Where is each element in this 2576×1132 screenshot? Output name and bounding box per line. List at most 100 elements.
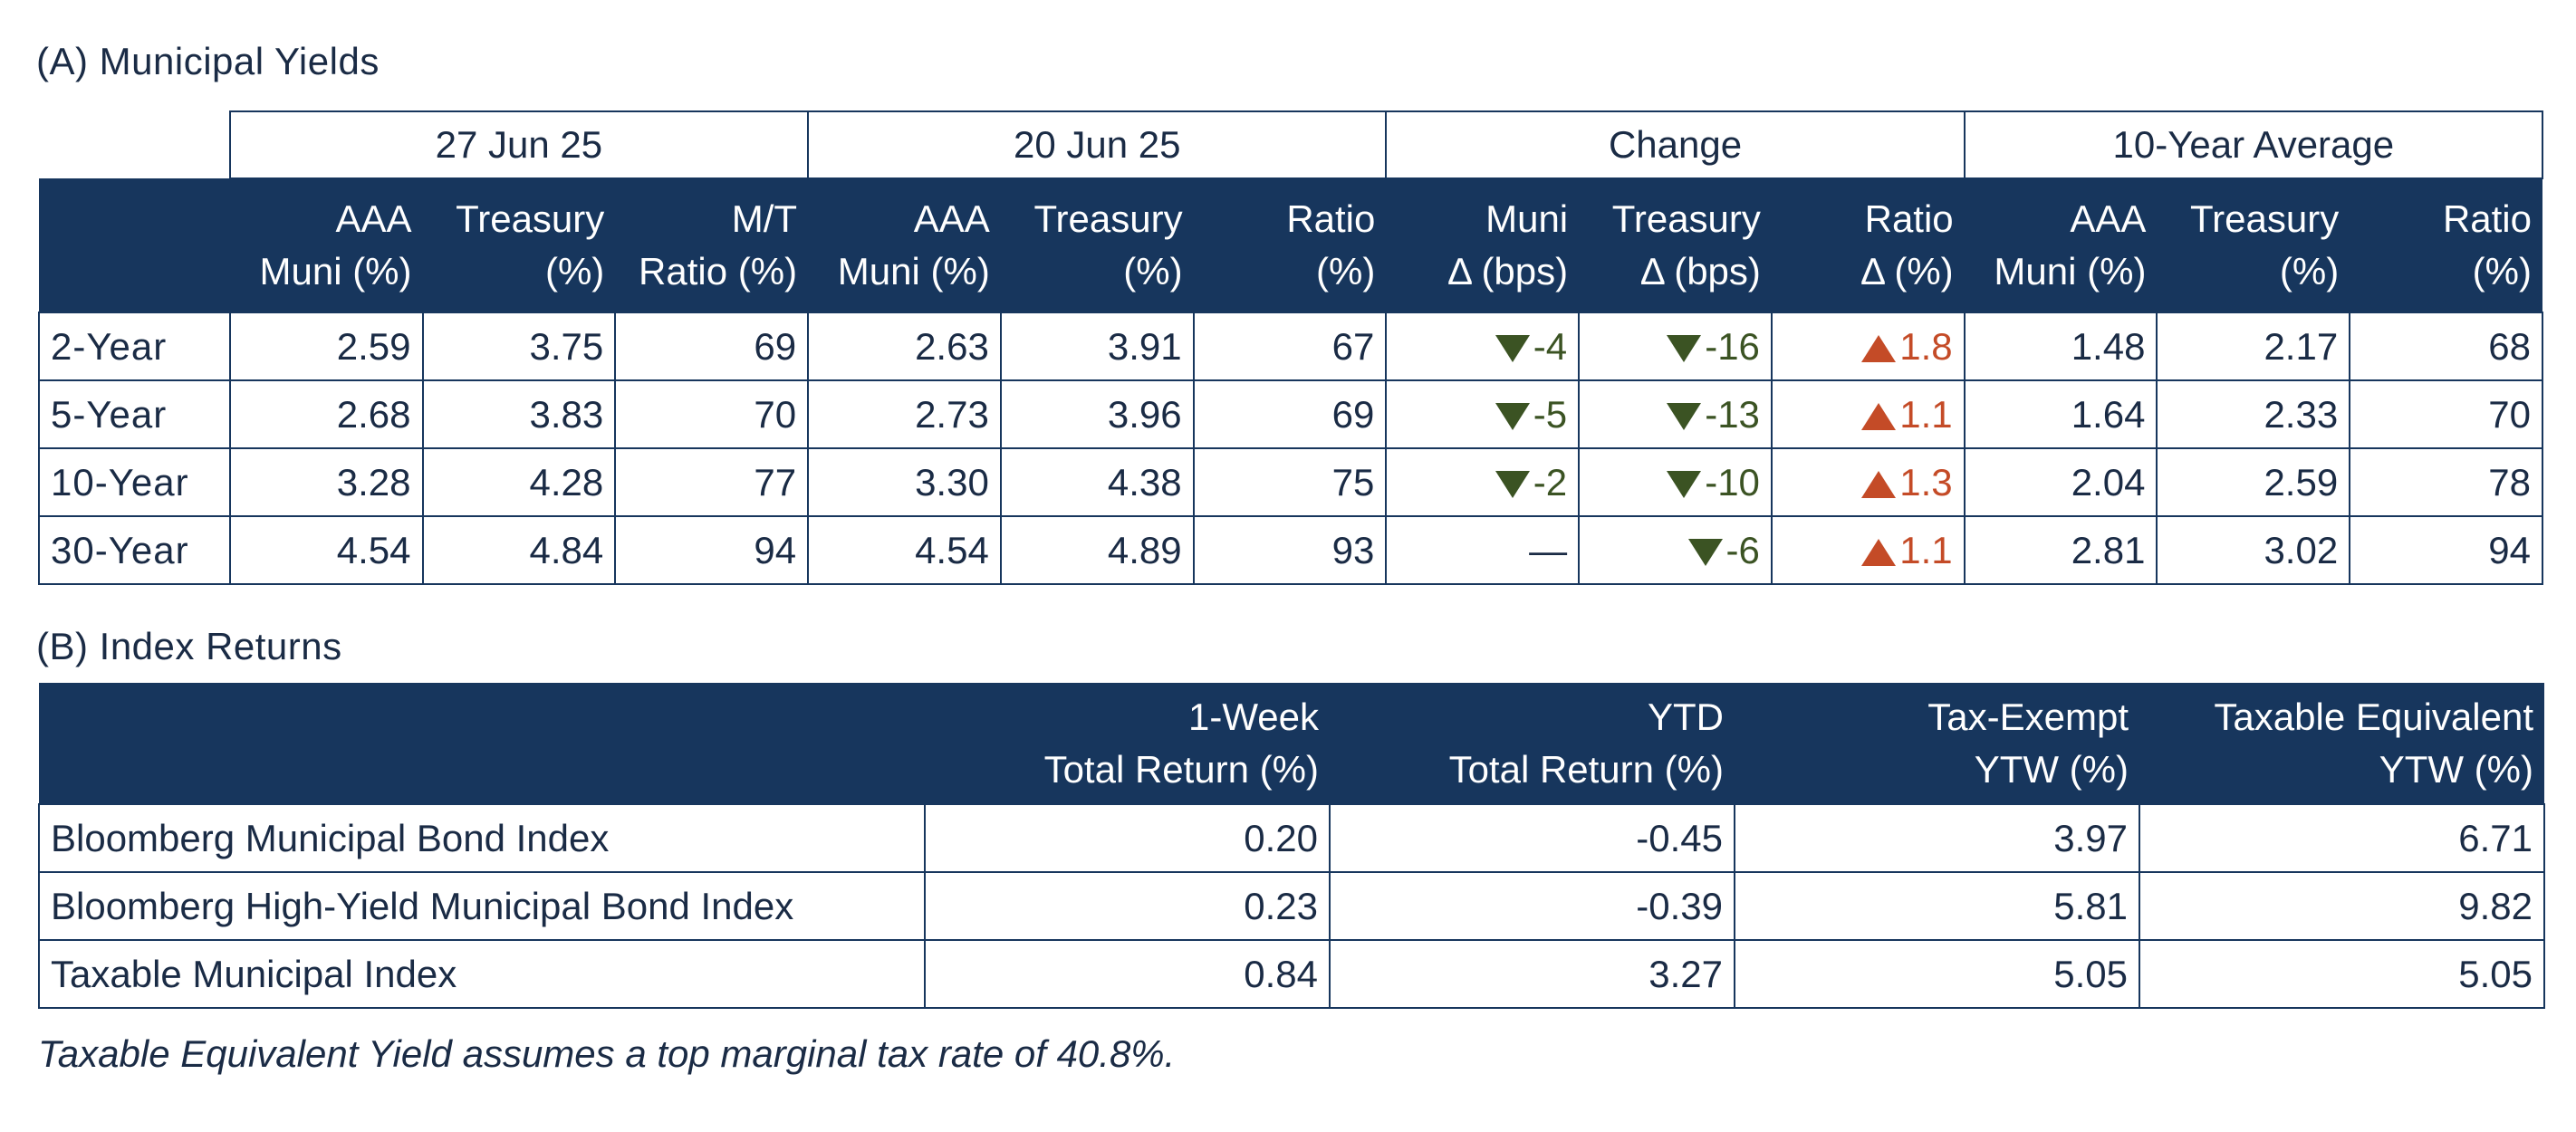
column-header-blank — [39, 178, 230, 312]
table-cell: 3.75 — [421, 312, 617, 381]
column-header: Ratio (%) — [1193, 178, 1387, 312]
column-header-line: (%) — [2472, 250, 2532, 293]
change-value: -16 — [1705, 324, 1760, 368]
column-header-line: (%) — [1123, 250, 1183, 293]
column-header: YTD Total Return (%) — [1330, 683, 1735, 804]
column-header-line: Treasury — [1611, 197, 1761, 240]
table-cell: 3.91 — [999, 312, 1195, 381]
table-row: 10-Year 3.28 4.28 77 3.30 4.38 75 -2 -10 1.3 2.04 2… — [38, 447, 2543, 517]
table-cell: 4.28 — [421, 447, 617, 517]
triangle-down-icon — [1667, 403, 1702, 431]
column-header-line: Ratio — [2442, 197, 2532, 240]
table-cell: 94 — [614, 515, 810, 585]
column-header-line: Ratio — [1286, 197, 1376, 240]
column-header: AAA Muni (%) — [229, 178, 423, 312]
table-cell: 5.81 — [1734, 871, 2140, 941]
table-cell: 2.17 — [2156, 312, 2351, 381]
table-cell: 67 — [1192, 312, 1388, 381]
triangle-down-icon — [1495, 403, 1530, 431]
change-value: -6 — [1725, 528, 1760, 571]
table-cell: 2.63 — [807, 312, 1002, 381]
change-value: 1.1 — [1899, 392, 1953, 436]
table-cell: 3.97 — [1734, 803, 2140, 873]
column-header-line: Taxable Equivalent — [2214, 695, 2533, 738]
change-cell: -5 — [1385, 379, 1581, 449]
table-cell: 4.38 — [999, 447, 1195, 517]
change-cell: 1.1 — [1770, 379, 1966, 449]
change-cell: -6 — [1578, 515, 1773, 585]
table-cell: 4.54 — [807, 515, 1002, 585]
change-cell: -10 — [1578, 447, 1773, 517]
table-cell: 2.59 — [2156, 447, 2351, 517]
table-cell: 70 — [614, 379, 810, 449]
column-header: Treasury (%) — [422, 178, 616, 312]
table-cell: 70 — [2349, 379, 2543, 449]
change-value: -10 — [1705, 460, 1760, 504]
table-cell: 5.05 — [2139, 939, 2545, 1009]
index-name-cell: Bloomberg Municipal Bond Index — [38, 803, 926, 873]
table-cell: -0.39 — [1329, 871, 1735, 941]
table-cell: 2.04 — [1963, 447, 2158, 517]
column-header-line: YTW (%) — [1974, 747, 2129, 791]
column-header-line: Muni (%) — [1994, 250, 2147, 293]
column-header: Taxable Equivalent YTW (%) — [2139, 683, 2544, 804]
table-cell: 1.48 — [1963, 312, 2158, 381]
change-value: 1.1 — [1899, 528, 1953, 571]
triangle-up-icon — [1861, 471, 1897, 499]
table-cell: 2.68 — [228, 379, 424, 449]
change-value: 1.8 — [1899, 324, 1953, 368]
table-cell: 2.33 — [2156, 379, 2351, 449]
column-header: Ratio (%) — [2350, 178, 2542, 312]
triangle-up-icon — [1861, 403, 1897, 431]
triangle-up-icon — [1861, 335, 1897, 363]
column-header-line: (%) — [2279, 250, 2340, 293]
column-header: 1-Week Total Return (%) — [925, 683, 1330, 804]
table-cell: -0.45 — [1329, 803, 1735, 873]
table-cell: 5-Year — [38, 379, 231, 449]
table-cell: 94 — [2349, 515, 2543, 585]
change-value: — — [1529, 528, 1568, 571]
table-cell: 75 — [1192, 447, 1388, 517]
triangle-down-icon — [1667, 335, 1702, 363]
column-header-line: Δ (bps) — [1639, 250, 1761, 293]
column-header-line: Muni (%) — [837, 250, 990, 293]
table-cell: 10-Year — [38, 447, 231, 517]
column-header: AAA Muni (%) — [1964, 178, 2158, 312]
column-header: M/T Ratio (%) — [615, 178, 809, 312]
group-header-blank — [39, 111, 230, 178]
change-cell: -2 — [1385, 447, 1581, 517]
table-row: 2-Year 2.59 3.75 69 2.63 3.91 67 -4 -16 1.8 1.48 2.… — [38, 312, 2543, 381]
municipal-yields-table: 27 Jun 25 20 Jun 25 Change 10-Year Avera… — [38, 110, 2544, 585]
section-a-title: (A) Municipal Yields — [36, 40, 380, 82]
table-cell: 69 — [614, 312, 810, 381]
table-cell: 1.64 — [1963, 379, 2158, 449]
table-cell: 2-Year — [38, 312, 231, 381]
table-cell: 93 — [1192, 515, 1388, 585]
section-b-title: (B) Index Returns — [36, 625, 342, 667]
column-header-row: AAA Muni (%) Treasury (%) M/T Ratio (%) AAA Mun… — [39, 178, 2542, 312]
change-value: -5 — [1533, 392, 1568, 436]
index-returns-table: 1-Week Total Return (%) YTD Total Return (%… — [38, 683, 2545, 1009]
group-header: Change — [1385, 110, 1966, 179]
change-value: -4 — [1533, 324, 1568, 368]
table-row: Taxable Municipal Index 0.84 3.27 5.05 5.05 — [38, 939, 2545, 1009]
table-cell: 3.02 — [2156, 515, 2351, 585]
table-cell: 0.84 — [924, 939, 1331, 1009]
triangle-up-icon — [1861, 539, 1897, 567]
column-header-line: Muni — [1485, 197, 1569, 240]
column-header: Tax-Exempt YTW (%) — [1735, 683, 2139, 804]
triangle-down-icon — [1495, 335, 1530, 363]
table-cell: 3.28 — [228, 447, 424, 517]
change-value: -13 — [1705, 392, 1760, 436]
table-row: Bloomberg Municipal Bond Index 0.20 -0.45 3… — [38, 803, 2545, 873]
table-cell: 3.30 — [807, 447, 1002, 517]
column-header: AAA Muni (%) — [808, 178, 1001, 312]
table-cell: 30-Year — [38, 515, 231, 585]
column-header-line: Treasury — [456, 197, 605, 240]
column-header: Ratio Δ (%) — [1771, 178, 1965, 312]
column-header-line: YTW (%) — [2379, 747, 2533, 791]
column-header-line: (%) — [544, 250, 605, 293]
change-cell: -16 — [1578, 312, 1773, 381]
change-cell: -13 — [1578, 379, 1773, 449]
change-cell: -4 — [1385, 312, 1581, 381]
